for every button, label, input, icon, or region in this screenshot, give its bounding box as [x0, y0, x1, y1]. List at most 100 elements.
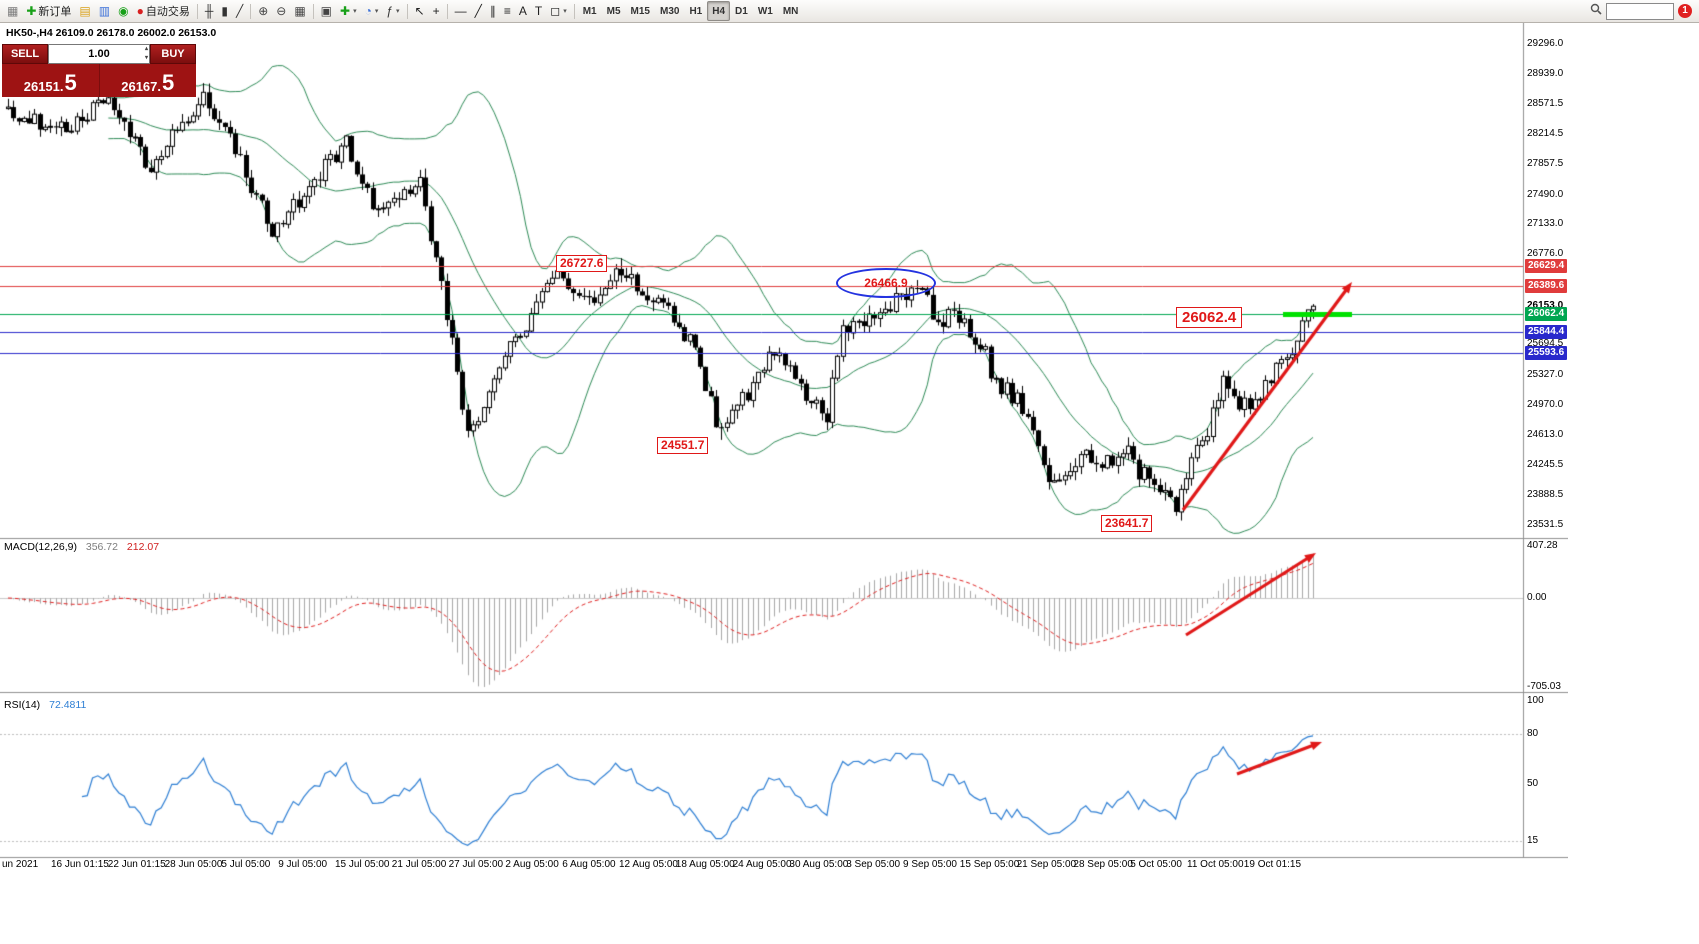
- buy-price: 26167. 5: [98, 64, 197, 97]
- volume-value: 1.00: [88, 48, 110, 60]
- tile-windows-icon-glyph: ▦: [294, 4, 306, 18]
- text-icon[interactable]: A: [515, 1, 531, 21]
- current-price-label: 26153.0: [1527, 300, 1564, 312]
- toolbar-separator: [196, 3, 198, 19]
- price-axis-label: 24970.0: [1527, 398, 1564, 410]
- candlestick-chart-icon[interactable]: ▮: [217, 1, 232, 21]
- time-axis-label: 2 Aug 05:00: [505, 859, 559, 870]
- time-axis-label: 9 Jul 05:00: [278, 859, 328, 870]
- bar-chart-icon[interactable]: ╫: [201, 1, 218, 21]
- chart-window-icon[interactable]: ▦: [3, 1, 22, 21]
- price-tag: 26629.4: [1525, 259, 1568, 274]
- sell-price-main: 26151.: [23, 79, 64, 94]
- time-axis-label: 22 Jun 01:15: [107, 859, 166, 870]
- timeframe-m5[interactable]: M5: [602, 1, 626, 21]
- time-axis-label: 3 Sep 05:00: [846, 859, 901, 870]
- time-axis-label: 6 Aug 05:00: [562, 859, 616, 870]
- price-axis-label: 28214.5: [1527, 128, 1564, 140]
- horizontal-line-icon[interactable]: —: [451, 1, 471, 21]
- autotrade-glyph: ●: [136, 4, 144, 18]
- dropdown-arrow-icon: ▾: [396, 8, 400, 15]
- price-annotation-ellipse[interactable]: 26466.9: [836, 268, 936, 298]
- crosshair-icon[interactable]: +: [429, 1, 444, 21]
- rsi-axis-label: 15: [1527, 835, 1539, 847]
- price-axis-label: 29296.0: [1527, 37, 1564, 49]
- line-chart-icon-glyph: ╱: [235, 4, 244, 18]
- line-chart-icon[interactable]: ╱: [232, 1, 247, 21]
- buy-price-pip: 5: [162, 70, 175, 95]
- timeframe-m30[interactable]: M30: [655, 1, 684, 21]
- market-watch-icon[interactable]: ▤: [75, 1, 94, 21]
- buy-button[interactable]: BUY: [150, 44, 196, 64]
- fibonacci-icon[interactable]: ≡: [500, 1, 515, 21]
- price-axis-label: 28571.5: [1527, 98, 1564, 110]
- auto-arrange-icon-glyph: ▣: [320, 4, 332, 18]
- profiles-icon[interactable]: ◔ ▾: [361, 1, 383, 21]
- macd-axis-label: 0.00: [1527, 592, 1547, 603]
- time-axis-label: 21 Sep 05:00: [1016, 859, 1077, 870]
- data-window-icon[interactable]: ▥: [95, 1, 114, 21]
- text-icon-glyph: A: [518, 4, 527, 18]
- rsi-axis-label: 100: [1527, 695, 1544, 706]
- new-order-button-label: 新订单: [38, 6, 72, 18]
- timeframe-m15[interactable]: M15: [626, 1, 655, 21]
- volume-spinner[interactable]: ▴ ▾: [145, 45, 148, 63]
- one-click-trading-panel: SELL 1.00 ▴ ▾ BUY 26151. 5 26167. 5: [2, 44, 196, 97]
- dropdown-arrow-icon: ▾: [353, 8, 357, 15]
- rsi-axis-label: 50: [1527, 777, 1539, 789]
- zoom-in-icon[interactable]: ⊕: [254, 1, 272, 21]
- search-icon[interactable]: [1590, 2, 1602, 20]
- cursor-icon[interactable]: ↖: [411, 1, 429, 21]
- chart-canvas[interactable]: [0, 23, 1568, 879]
- trendline-icon[interactable]: ╱: [471, 1, 486, 21]
- sell-button[interactable]: SELL: [2, 44, 48, 64]
- navigator-icon[interactable]: ◉: [114, 1, 132, 21]
- price-annotation[interactable]: 26727.6: [556, 255, 608, 272]
- toolbar-buttons: ▦ ✚ 新订单 ▤ ▥ ◉ ● 自动交易 ╫ ▮ ╱ ⊕ ⊖ ▦ ▣ ✚ ▾ ◔ ▾ ƒ ▾ ↖ + — ╱ ∥ ≡ A T ◻ ▾ M1 M5…: [3, 1, 1590, 21]
- toolbar-separator: [406, 3, 408, 19]
- time-axis-label: 9 Sep 05:00: [903, 859, 957, 870]
- volume-field[interactable]: 1.00 ▴ ▾: [48, 44, 150, 64]
- bar-chart-icon-glyph: ╫: [204, 4, 214, 18]
- toolbar-separator: [250, 3, 252, 19]
- notification-badge[interactable]: 1: [1678, 4, 1692, 18]
- timeframe-h1[interactable]: H1: [684, 1, 707, 21]
- spinner-down-icon[interactable]: ▾: [144, 55, 148, 61]
- navigator-icon-glyph: ◉: [118, 4, 129, 18]
- price-annotation[interactable]: 26062.4: [1176, 307, 1243, 328]
- time-axis-label: 28 Jun 05:00: [164, 859, 223, 870]
- time-axis-label: 16 Jun 01:15: [51, 859, 109, 870]
- time-axis-label: 12 Aug 05:00: [619, 859, 678, 870]
- shapes-icon[interactable]: ◻ ▾: [546, 1, 570, 21]
- zoom-out-icon[interactable]: ⊖: [272, 1, 290, 21]
- new-chart-button[interactable]: ✚ ▾: [336, 1, 361, 21]
- tile-windows-icon[interactable]: ▦: [290, 1, 309, 21]
- timeframe-d1[interactable]: D1: [730, 1, 753, 21]
- timeframe-mn[interactable]: MN: [778, 1, 804, 21]
- rsi-label: RSI(14): [4, 699, 41, 711]
- price-tag: 26389.6: [1525, 279, 1568, 294]
- timeframe-m1[interactable]: M1: [578, 1, 602, 21]
- channel-icon[interactable]: ∥: [486, 1, 500, 21]
- price-annotation[interactable]: 24551.7: [657, 437, 709, 454]
- timeframe-w1[interactable]: W1: [753, 1, 778, 21]
- new-order-button[interactable]: ✚ 新订单: [22, 1, 75, 21]
- toolbar: ▦ ✚ 新订单 ▤ ▥ ◉ ● 自动交易 ╫ ▮ ╱ ⊕ ⊖ ▦ ▣ ✚ ▾ ◔ ▾ ƒ ▾ ↖ + — ╱ ∥ ≡ A T ◻ ▾ M1 M5…: [0, 0, 1699, 23]
- price-annotation[interactable]: 23641.7: [1101, 515, 1153, 532]
- crosshair-icon-glyph: +: [432, 4, 440, 18]
- sell-price-pip: 5: [64, 70, 77, 95]
- indicators-button[interactable]: ƒ ▾: [382, 1, 403, 21]
- autotrade-button[interactable]: ● 自动交易: [133, 1, 194, 21]
- profiles-icon-glyph: ◔: [364, 4, 372, 18]
- time-axis-label: 5 Jul 05:00: [221, 859, 271, 870]
- time-axis-label: 24 Aug 05:00: [732, 859, 792, 870]
- market-watch-icon-glyph: ▤: [79, 4, 91, 18]
- label-icon[interactable]: T: [531, 1, 546, 21]
- auto-arrange-icon[interactable]: ▣: [317, 1, 336, 21]
- price-axis-label: 24613.0: [1527, 428, 1564, 440]
- timeframe-h4[interactable]: H4: [707, 1, 731, 21]
- dropdown-arrow-icon: ▾: [374, 8, 379, 15]
- spinner-up-icon[interactable]: ▴: [144, 46, 148, 52]
- search-input[interactable]: [1606, 2, 1674, 20]
- candlestick-chart-icon-glyph: ▮: [221, 4, 228, 18]
